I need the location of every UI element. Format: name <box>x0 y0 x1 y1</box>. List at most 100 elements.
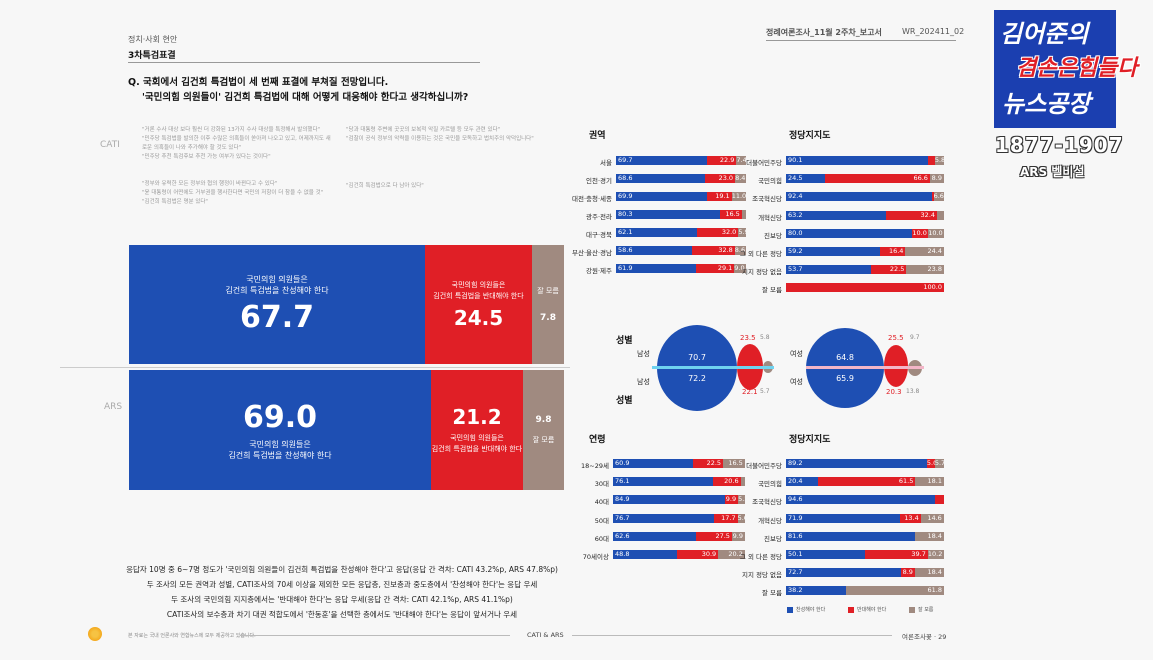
region-row-label: 광주·전라 <box>586 213 612 221</box>
age-row-oppose-segment: 20.6 <box>713 477 741 487</box>
party2-row-label: 잘 모름 <box>761 589 782 598</box>
ars-female-dk: 13.8 <box>906 388 920 395</box>
region-row-dk-segment: 8.4 <box>735 174 746 183</box>
cati-support-segment: 국민의힘 의원들은 김건희 특검법을 찬성해야 한다 67.7 <box>129 245 425 364</box>
party1-row-bar: 63.2 32.4 <box>786 210 944 220</box>
age-row-oppose-segment: 9.9 <box>725 495 739 505</box>
region-title: 권역 <box>589 131 606 141</box>
party2-row-bar: 89.25.05.7 <box>786 459 944 468</box>
party2-row-dk-segment: 5.7 <box>934 459 944 468</box>
cati-female-oppose: 25.5 <box>888 334 904 342</box>
header-divider-right <box>766 40 956 41</box>
party2-row-support-segment: 72.7 <box>786 568 901 578</box>
party1-row-support-segment: 90.1 <box>786 156 929 165</box>
region-row-dk-segment: 5.9 <box>738 228 746 237</box>
region-row-oppose-segment: 19.1 <box>706 192 732 201</box>
region-row-support-segment: 69.7 <box>616 156 707 165</box>
party1-row-label: 그 외 다른 정당 <box>739 250 782 258</box>
region-row-dk-segment: 9.0 <box>734 264 746 273</box>
age-row-label: 18~29세 <box>581 462 609 470</box>
legend-oppose: 반대해야 한다 <box>848 606 886 613</box>
cati-dk-segment: 잘 모름 7.8 <box>532 245 564 364</box>
quote-block-4: "김건희 특검법으로 다 남아 있다" <box>346 183 424 189</box>
party1-row-label: 개혁신당 <box>758 213 782 222</box>
party2-row-label: 개혁신당 <box>758 516 782 525</box>
age-row-oppose-segment: 22.5 <box>693 459 724 468</box>
region-row-oppose-segment: 32.8 <box>692 246 735 255</box>
region-row-bar: 62.132.05.9 <box>616 228 746 237</box>
party2-row-bar: 72.7 8.9 18.4 <box>786 568 944 578</box>
region-row-label: 부산·울산·경남 <box>571 249 612 257</box>
age-row-support-segment: 60.9 <box>613 459 694 468</box>
party1-title: 정당지지도 <box>789 131 831 141</box>
page-footer-left: 본 자료는 국내 언론사와 연합뉴스에 모두 제공하고 있습니다. <box>128 633 256 639</box>
region-row-dk-segment <box>741 210 746 219</box>
party2-row-label: 지지 정당 없음 <box>741 571 782 580</box>
party1-row-bar: 100.0 <box>786 283 944 293</box>
legend-dk: 잘 모름 <box>909 606 933 613</box>
region-row-support-segment: 68.6 <box>616 174 706 183</box>
footer-notes: 응답자 10명 중 6~7명 정도가 '국민의힘 의원들이 김건희 특검법을 찬… <box>126 565 558 619</box>
party2-row-support-segment: 81.6 <box>786 531 915 541</box>
party2-row-bar: 94.6 <box>786 495 944 505</box>
page-footer-right: 여론조사꽃 · 29 <box>902 633 947 641</box>
cati-support-value: 67.7 <box>239 300 315 335</box>
region-row-support-segment: 58.6 <box>616 246 693 255</box>
party1-row-bar: 24.5 66.6 8.9 <box>786 174 944 184</box>
party2-row-oppose-segment: 8.9 <box>900 568 915 578</box>
ars-female-oppose: 20.3 <box>886 388 902 396</box>
party2-row-bar: 50.1 39.7 10.2 <box>786 550 944 559</box>
region-row-bar: 69.9 19.1 11.0 <box>616 192 746 201</box>
region-row-oppose-segment: 32.0 <box>696 228 739 237</box>
party2-row-dk-segment: 18.4 <box>914 531 944 541</box>
region-row-dk-segment: 8.6 <box>734 246 746 255</box>
region-row-support-segment: 62.1 <box>616 228 697 237</box>
party2-row-label: 더불어민주당 <box>746 462 782 470</box>
party1-row-support-segment: 59.2 <box>786 247 880 256</box>
region-row-oppose-segment: 29.1 <box>696 264 735 273</box>
party2-row-label: 국민의힘 <box>758 480 782 489</box>
party2-row-support-segment: 71.9 <box>786 513 900 523</box>
age-row-oppose-segment: 27.5 <box>695 531 732 541</box>
cati-label: CATI <box>100 140 120 150</box>
party1-row-dk-segment <box>937 210 944 220</box>
cati-female-support: 64.8 <box>836 353 854 362</box>
party1-row-support-segment: 92.4 <box>786 192 932 202</box>
party1-row-label: 잘 모름 <box>761 286 782 295</box>
party2-row-label: 진보당 <box>764 534 782 543</box>
region-row-dk-segment: 11.0 <box>731 192 746 201</box>
party2-row-support-segment: 38.2 <box>786 586 847 596</box>
age-row-bar: 76.1 20.6 <box>613 477 745 487</box>
age-row-support-segment: 84.9 <box>613 495 726 505</box>
ars-label: ARS <box>104 402 123 412</box>
age-row-bar: 62.6 27.5 9.9 <box>613 531 745 541</box>
party2-row-bar: 81.6 18.4 <box>786 531 944 541</box>
quote-block-3: "당과 대통령 주변에 곳곳의 보복적 악질 카르텔 등 모두 관련 있다" "검… <box>346 127 534 142</box>
party1-row-dk-segment: 23.8 <box>906 265 944 275</box>
cati-oppose-value: 24.5 <box>453 305 504 330</box>
region-row-bar: 69.7 22.9 7.4 <box>616 156 746 165</box>
section-label: 정치·사회 현안 <box>128 35 178 44</box>
quote-block-1: "거론 수사 대상 보다 훨씬 더 강화된 13가지 수사 대상을 특정해서 발… <box>142 127 331 160</box>
region-row-label: 대전·충청·세종 <box>571 195 612 203</box>
age-row-label: 30대 <box>594 480 609 489</box>
party2-row-dk-segment: 10.2 <box>927 550 944 559</box>
age-row-dk-segment: 16.5 <box>723 459 745 468</box>
party1-row-bar: 80.0 10.0 10.0 <box>786 228 944 238</box>
logo-line1: 김어준의 <box>1000 20 1089 48</box>
party2-row-oppose-segment: 39.7 <box>865 550 928 559</box>
age-row-dk-segment: 5.6 <box>737 513 745 523</box>
ars-support-segment: 69.0 국민의힘 의원들은 김건희 특검법을 찬성해야 한다 <box>129 370 431 490</box>
party1-row-oppose-segment: 66.6 <box>824 174 930 184</box>
region-row-dk-segment: 7.4 <box>736 156 746 165</box>
cati-male-dk: 5.8 <box>760 334 770 341</box>
region-row-oppose-segment: 23.0 <box>705 174 736 183</box>
region-row-oppose-segment: 22.9 <box>706 156 737 165</box>
party1-row-dk-segment: 24.4 <box>905 247 944 256</box>
age-row-label: 50대 <box>594 516 609 525</box>
ars-vote-label: ARS 벨비설 <box>1020 165 1085 179</box>
male-label-cati: 남성 <box>637 350 650 358</box>
cati-male-oppose: 23.5 <box>740 334 756 342</box>
quote-block-2: "정부와 유력한 모든 정부와 협의 행정이 바뀐다고 수 있다" "윤 대통령이… <box>142 181 324 205</box>
cati-dk-value: 7.8 <box>540 313 556 323</box>
